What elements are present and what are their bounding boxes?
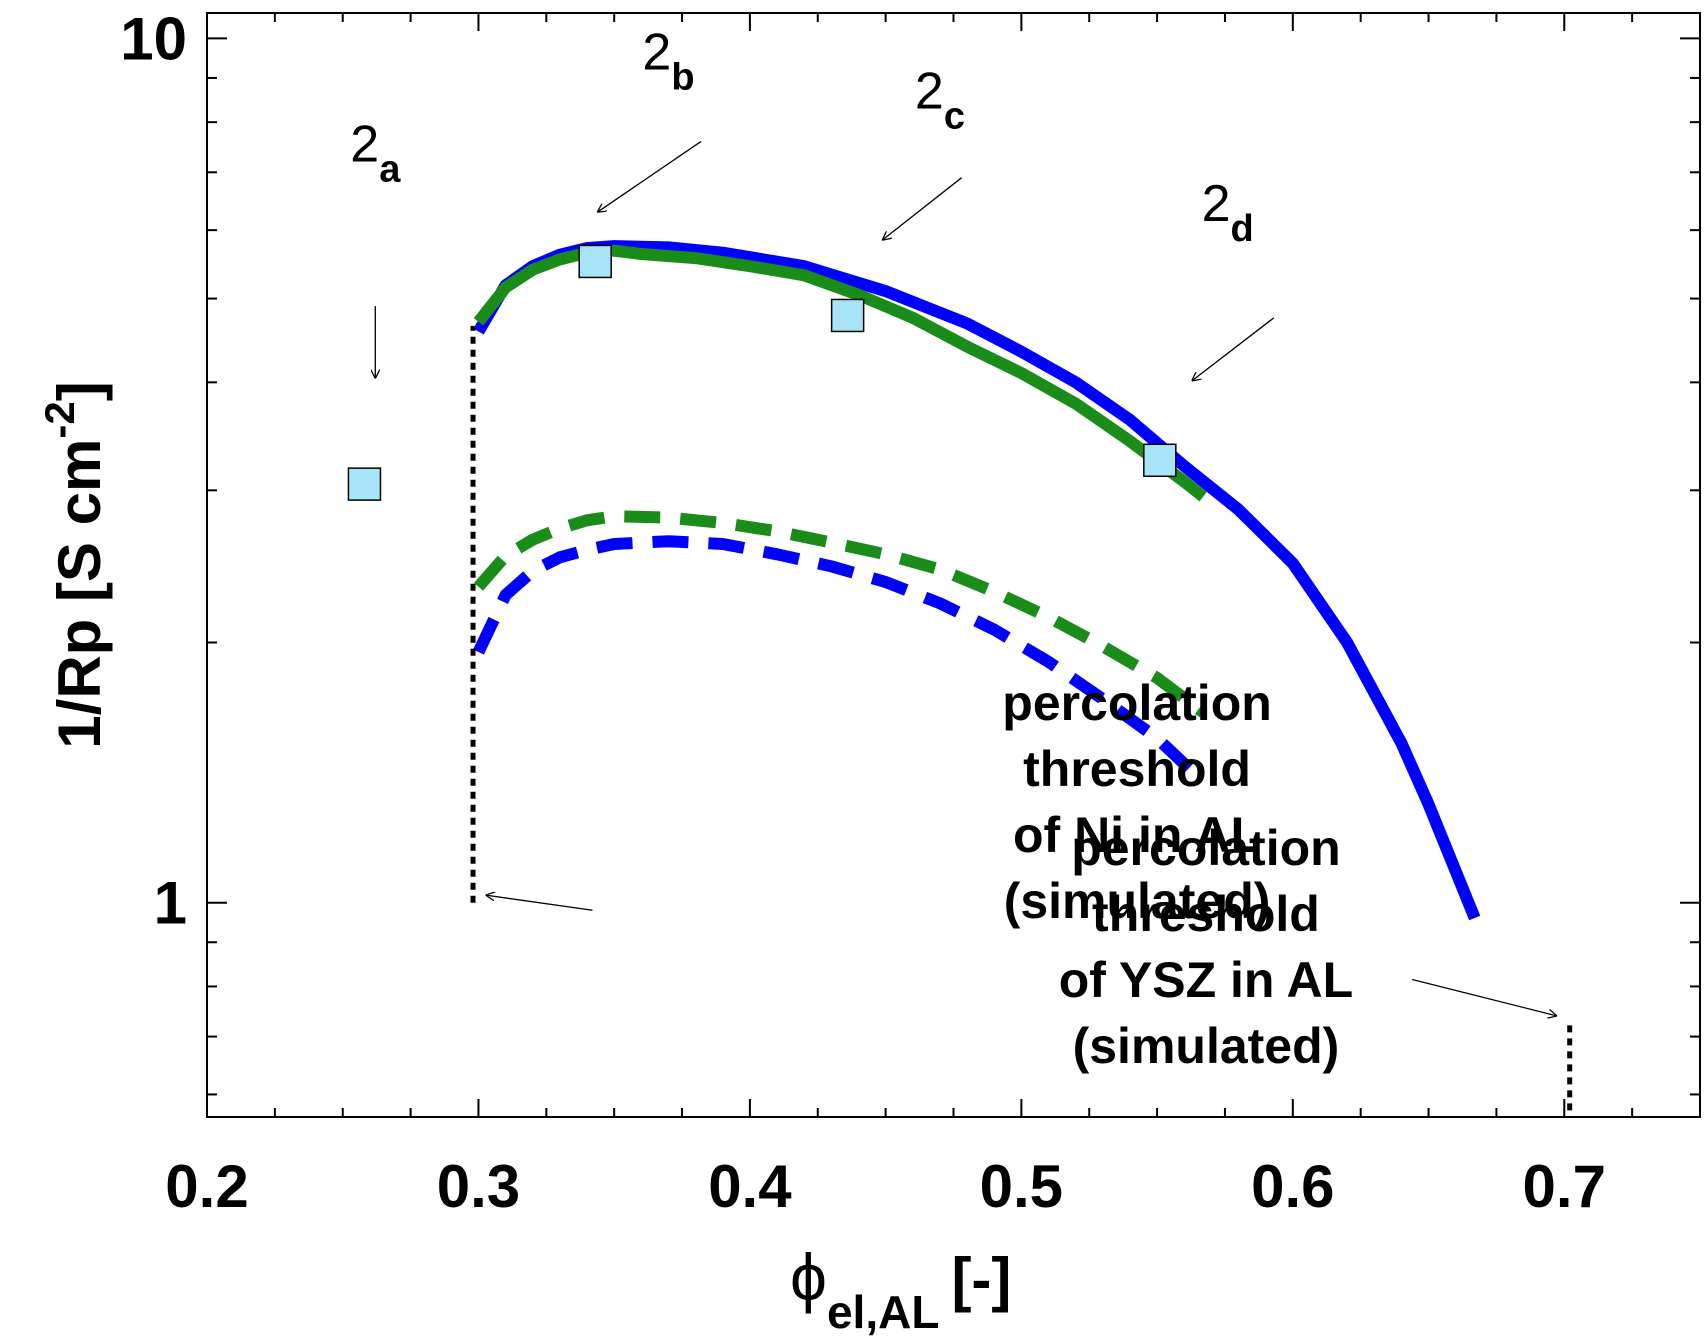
- series-line-green-dashed: [473, 510, 1207, 718]
- threshold-annotation-line: of YSZ in AL: [1059, 952, 1353, 1008]
- point-label-2d: 2d: [1202, 175, 1254, 250]
- threshold-annotation-arrow: [487, 895, 593, 911]
- point-label-2a: 2a: [350, 116, 401, 191]
- y-axis-title-text: 1/Rp [S cm-2]: [36, 381, 113, 748]
- data-marker: [830, 298, 865, 333]
- point-label-2b: 2b: [642, 24, 694, 99]
- threshold-annotation-line: percolation: [1071, 820, 1340, 876]
- x-tick-label: 0.6: [1251, 1153, 1334, 1220]
- point-label-arrow: [883, 177, 963, 240]
- series-line-green-solid: [473, 244, 1207, 502]
- data-marker: [1143, 443, 1177, 478]
- threshold-annotation-line: percolation: [1002, 675, 1271, 731]
- threshold-annotation-line: threshold: [1092, 886, 1320, 942]
- x-tick-label: 0.7: [1523, 1153, 1606, 1220]
- threshold-annotation-line: of Ni in AL: [1013, 807, 1261, 863]
- threshold-annotation-line: (simulated): [1004, 873, 1271, 929]
- y-tick-label: 10: [120, 5, 187, 72]
- threshold-annotation-line: (simulated): [1073, 1018, 1340, 1074]
- plot-border: [206, 12, 1701, 1118]
- threshold-annotation-line: threshold: [1023, 741, 1251, 797]
- annotations-layer: 2a 2b 2c 2d percolation threshold of Ni in AL (…: [350, 24, 1556, 1074]
- threshold-layer: [470, 325, 1573, 1111]
- x-tick-label: 0.4: [708, 1153, 792, 1220]
- point-label-2c: 2c: [915, 62, 965, 137]
- markers-layer: [347, 244, 1177, 501]
- axis-labels-layer: 0.2 0.3 0.4 0.5 0.6 0.7 1 10 ϕel,AL [-] 1/Rp [S cm…: [36, 5, 1606, 1338]
- series-line-blue-dashed: [473, 535, 1208, 787]
- point-label-arrow: [1192, 317, 1275, 381]
- plot-frame: [206, 12, 1701, 1118]
- data-marker: [578, 244, 612, 279]
- x-axis-title: ϕel,AL [-]: [790, 1240, 1011, 1338]
- y-tick-label: 1: [154, 870, 187, 937]
- data-marker: [347, 467, 382, 501]
- x-tick-label: 0.5: [980, 1153, 1063, 1220]
- x-tick-label: 0.2: [165, 1153, 248, 1220]
- point-label-arrow: [598, 140, 702, 211]
- series-layer: [473, 240, 1481, 921]
- threshold-annotation-arrow: [1412, 978, 1556, 1015]
- y-axis-title: 1/Rp [S cm-2]: [36, 381, 113, 748]
- axis-ticks: [206, 13, 1701, 1117]
- x-tick-label: 0.3: [437, 1153, 520, 1220]
